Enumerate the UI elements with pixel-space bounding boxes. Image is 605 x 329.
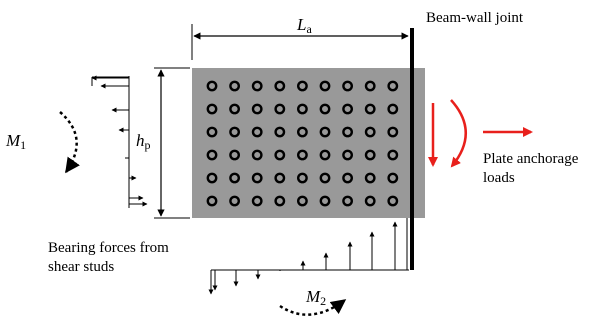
shear-stud xyxy=(274,195,286,207)
m1-moment-arrow xyxy=(59,111,80,174)
shear-stud xyxy=(296,172,308,184)
shear-stud xyxy=(387,103,399,115)
shear-stud xyxy=(319,103,331,115)
shear-stud xyxy=(206,172,218,184)
m2-moment-arrow xyxy=(279,298,347,316)
shear-stud xyxy=(364,103,376,115)
shear-stud xyxy=(387,80,399,92)
shear-stud xyxy=(342,126,353,138)
shear-stud xyxy=(387,126,399,138)
shear-stud xyxy=(206,195,218,207)
plate-anchorage-loads xyxy=(428,99,533,168)
shear-stud xyxy=(229,126,241,138)
shear-stud xyxy=(364,149,376,161)
shear-stud xyxy=(319,126,331,138)
shear-stud xyxy=(296,149,308,161)
shear-stud-grid xyxy=(206,80,399,207)
shear-stud xyxy=(319,172,331,184)
shear-stud xyxy=(251,172,263,184)
shear-stud xyxy=(364,80,376,92)
shear-stud xyxy=(229,103,241,115)
bottom-bearing-forces xyxy=(208,218,409,295)
la-dimension xyxy=(191,24,409,60)
shear-stud xyxy=(342,149,353,161)
shear-stud xyxy=(387,195,399,207)
shear-stud xyxy=(296,195,308,207)
shear-stud xyxy=(274,126,286,138)
shear-stud xyxy=(229,149,241,161)
shear-stud xyxy=(206,149,218,161)
shear-stud xyxy=(319,195,331,207)
shear-stud xyxy=(342,80,353,92)
shear-stud xyxy=(251,80,263,92)
shear-stud xyxy=(251,103,263,115)
shear-stud xyxy=(229,172,241,184)
shear-stud xyxy=(296,80,308,92)
m1-label: M1 xyxy=(5,131,26,152)
shear-stud xyxy=(342,195,353,207)
hp-label: hp xyxy=(136,131,151,152)
shear-stud xyxy=(206,103,218,115)
shear-stud xyxy=(251,195,263,207)
shear-stud xyxy=(274,80,286,92)
shear-stud xyxy=(251,126,263,138)
shear-stud xyxy=(387,149,399,161)
shear-stud xyxy=(251,149,263,161)
shear-stud xyxy=(274,149,286,161)
shear-stud xyxy=(206,126,218,138)
m2-label: M2 xyxy=(305,287,326,308)
shear-stud xyxy=(229,195,241,207)
shear-stud xyxy=(296,126,308,138)
shear-stud xyxy=(319,149,331,161)
shear-stud xyxy=(274,172,286,184)
la-label: La xyxy=(296,15,312,36)
shear-stud xyxy=(342,172,353,184)
shear-stud xyxy=(274,103,286,115)
shear-stud xyxy=(342,103,353,115)
shear-stud xyxy=(206,80,218,92)
shear-stud xyxy=(229,80,241,92)
hp-dimension xyxy=(154,67,190,219)
shear-stud xyxy=(296,103,308,115)
anchor-plate xyxy=(192,68,425,218)
shear-stud xyxy=(364,172,376,184)
left-stress-distribution xyxy=(91,75,148,208)
shear-stud xyxy=(364,195,376,207)
shear-stud xyxy=(364,126,376,138)
shear-stud xyxy=(387,172,399,184)
plate-anchorage-label-line1: Plate anchorage xyxy=(483,151,579,167)
bearing-forces-label-line1: Bearing forces from xyxy=(48,240,169,256)
bearing-forces-label-line2: shear studs xyxy=(48,259,114,275)
plate-anchorage-label-line2: loads xyxy=(483,170,515,186)
beam-wall-joint-label: Beam-wall joint xyxy=(426,10,524,26)
shear-stud xyxy=(319,80,331,92)
